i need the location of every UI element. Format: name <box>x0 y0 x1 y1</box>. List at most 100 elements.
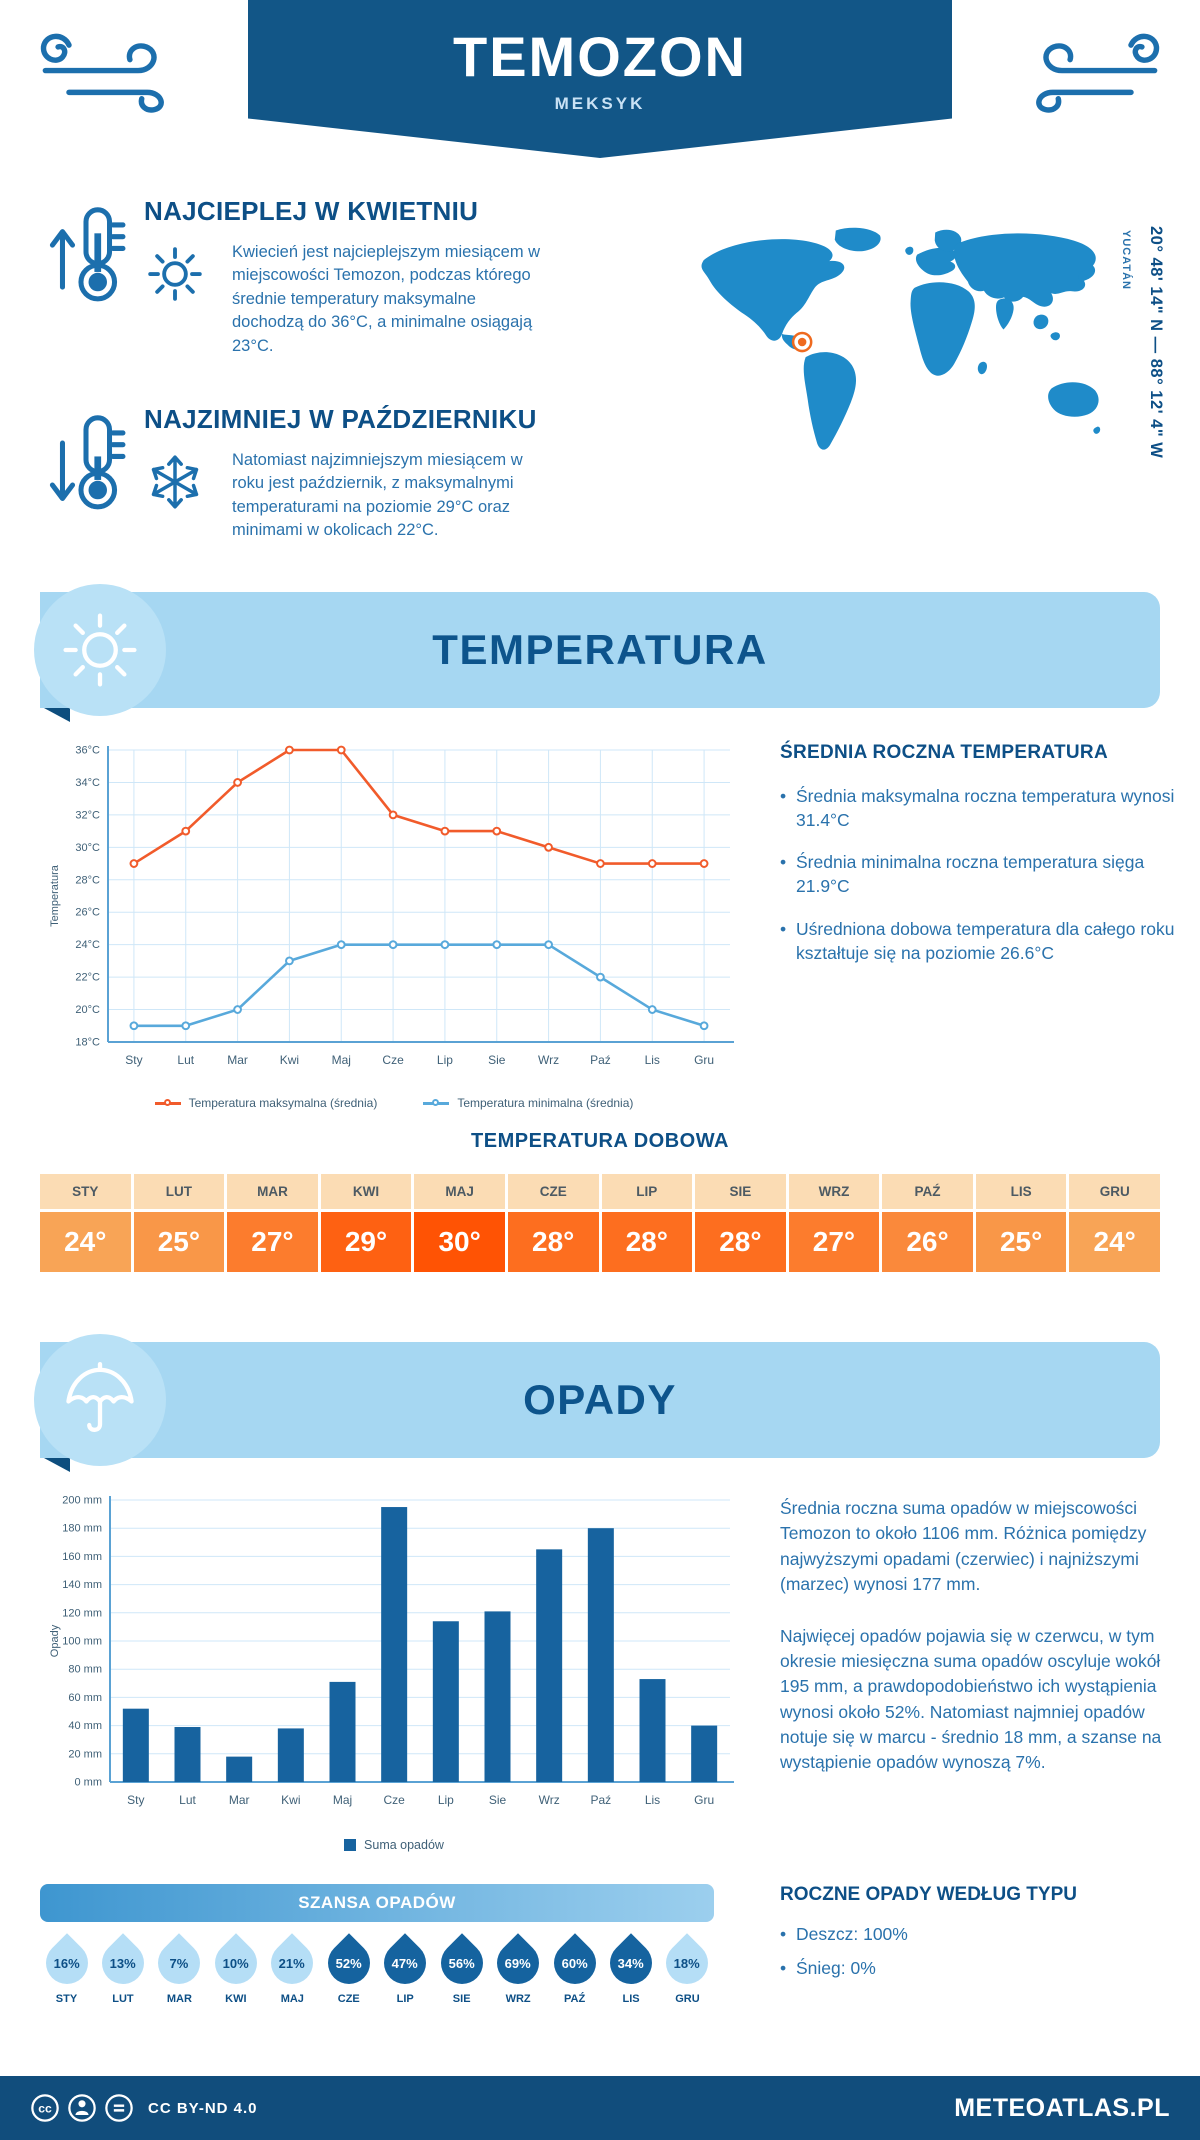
chance-drop-column: 18% GRU <box>657 1932 718 2005</box>
svg-text:Kwi: Kwi <box>280 1053 299 1067</box>
svg-text:Kwi: Kwi <box>281 1793 300 1807</box>
temperature-bullet: Uśredniona dobowa temperatura dla całego… <box>780 917 1176 965</box>
legend-swatch <box>344 1839 357 1851</box>
precipitation-section-title: OPADY <box>523 1376 677 1423</box>
raindrop-icon: 34% <box>601 1933 661 1993</box>
chance-month-label: MAJ <box>280 1993 304 2005</box>
precipitation-type-bullet: Śnieg: 0% <box>780 1956 1180 1980</box>
daily-month-header: MAR <box>227 1174 318 1209</box>
daily-temperature-cell: 28° <box>695 1212 786 1272</box>
chance-percentage: 60% <box>561 1955 588 1971</box>
svg-text:Mar: Mar <box>227 1053 248 1067</box>
daily-temperature-cell: 30° <box>414 1212 505 1272</box>
chance-percentage: 52% <box>335 1955 362 1971</box>
raindrop-icon: 16% <box>36 1933 97 1993</box>
svg-text:Cze: Cze <box>383 1793 405 1807</box>
svg-text:Sty: Sty <box>127 1793 144 1807</box>
svg-text:Lip: Lip <box>437 1053 453 1067</box>
annual-temperature-summary: ŚREDNIA ROCZNA TEMPERATURA Średnia maksy… <box>780 742 1176 983</box>
umbrella-icon <box>66 1362 134 1432</box>
map-coordinates: 20° 48' 14" N — 88° 12' 4" W <box>1147 226 1165 459</box>
legend-item: Temperatura maksymalna (średnia) <box>154 1096 377 1110</box>
svg-text:40 mm: 40 mm <box>68 1720 102 1732</box>
svg-text:Paź: Paź <box>590 1793 611 1807</box>
site-link[interactable]: METEOATLAS.PL <box>954 2093 1170 2122</box>
svg-text:20°C: 20°C <box>75 1004 100 1016</box>
daily-month-header: LIS <box>975 1174 1067 1209</box>
raindrop-icon: 21% <box>262 1933 323 1993</box>
chance-drop-column: 56% SIE <box>431 1932 492 2005</box>
chance-month-label: KWI <box>225 1993 247 2005</box>
world-map <box>701 227 1101 450</box>
legend-label: Suma opadów <box>364 1838 444 1852</box>
annual-temperature-heading: ŚREDNIA ROCZNA TEMPERATURA <box>780 742 1108 763</box>
daily-month-header: LIP <box>601 1174 693 1209</box>
sun-icon <box>63 613 137 687</box>
map-region-label: YUCATÁN <box>1120 230 1132 290</box>
svg-text:Lip: Lip <box>438 1793 454 1807</box>
svg-text:24°C: 24°C <box>75 939 100 951</box>
cc-attribution-icon <box>68 2094 96 2122</box>
daily-temperature-cell: 24° <box>1069 1212 1160 1272</box>
license-label: CC BY-ND 4.0 <box>148 2099 258 2117</box>
precipitation-bar-chart: 0 mm 20 mm 40 mm 60 mm 80 mm 100 mm 120 mm 140 … <box>49 1495 734 1807</box>
raindrop-icon: 10% <box>206 1933 266 1993</box>
title-banner: TEMOZON MEKSYK <box>248 0 952 158</box>
sun-icon <box>148 247 202 301</box>
chance-drop-column: 52% CZE <box>319 1932 379 2005</box>
coldest-text: Natomiast najzimniejszym miesiącem w rok… <box>232 451 523 540</box>
warmest-month-block: NAJCIEPLEJ W KWIETNIU Kwiecień jest najc… <box>44 196 644 358</box>
temperature-section-title: TEMPERATURA <box>432 626 768 673</box>
daily-temperature-cell: 27° <box>788 1212 880 1272</box>
daily-month-header: KWI <box>320 1174 412 1209</box>
svg-text:26°C: 26°C <box>75 907 100 919</box>
svg-text:20 mm: 20 mm <box>68 1748 102 1760</box>
svg-text:Lis: Lis <box>645 1793 660 1807</box>
svg-text:Lut: Lut <box>177 1053 194 1067</box>
daily-temperature-cell: 28° <box>507 1212 599 1272</box>
wind-icon <box>40 33 164 113</box>
chance-drop-column: 34% LIS <box>601 1932 661 2005</box>
coldest-heading: NAJZIMNIEJ W PAŹDZIERNIKU <box>144 404 537 434</box>
svg-text:180 mm: 180 mm <box>62 1523 102 1535</box>
daily-temperature-cell: 25° <box>975 1212 1067 1272</box>
svg-text:22°C: 22°C <box>75 972 100 984</box>
temperature-bullet: Średnia minimalna roczna temperatura się… <box>780 850 1176 898</box>
svg-text:Wrz: Wrz <box>538 1053 559 1067</box>
precipitation-paragraph: Najwięcej opadów pojawia się w czerwcu, … <box>780 1625 1162 1773</box>
precipitation-section-banner: OPADY <box>34 1334 1160 1472</box>
chance-percentage: 21% <box>279 1955 306 1971</box>
svg-text:Wrz: Wrz <box>539 1793 560 1807</box>
page-title: TEMOZON <box>453 25 747 88</box>
chance-month-label: STY <box>55 1993 78 2005</box>
chance-percentage: 16% <box>53 1955 80 1971</box>
chance-month-label: SIE <box>452 1993 471 2005</box>
chance-drop-column: 69% WRZ <box>488 1932 548 2005</box>
chance-drop-column: 10% KWI <box>206 1932 266 2005</box>
daily-month-header: PAŹ <box>882 1174 973 1209</box>
thermometer-down-icon <box>49 415 126 510</box>
thermometer-up-icon <box>49 207 126 302</box>
chance-month-label: WRZ <box>505 1993 531 2005</box>
precipitation-chance-drops: 16% STY 13% LUT 7% MAR 10% KWI 21% MAJ 52% CZE 47% LI… <box>36 1932 718 2005</box>
chance-drop-column: 16% STY <box>36 1932 97 2005</box>
svg-text:30°C: 30°C <box>75 842 100 854</box>
location-marker <box>791 331 813 353</box>
daily-month-header: GRU <box>1069 1174 1160 1209</box>
svg-text:60 mm: 60 mm <box>68 1692 102 1704</box>
raindrop-icon: 52% <box>319 1933 379 1993</box>
snowflake-icon <box>151 455 199 509</box>
svg-text:0 mm: 0 mm <box>75 1777 103 1789</box>
chance-month-label: CZE <box>337 1993 360 2005</box>
daily-temperature-cell: 29° <box>320 1212 412 1272</box>
raindrop-icon: 69% <box>488 1933 548 1993</box>
svg-text:Cze: Cze <box>382 1053 404 1067</box>
wind-icon <box>1036 33 1160 113</box>
svg-text:Mar: Mar <box>229 1793 250 1807</box>
chance-month-label: LIP <box>396 1993 414 2005</box>
svg-text:Gru: Gru <box>694 1793 714 1807</box>
daily-month-header: WRZ <box>788 1174 880 1209</box>
chance-percentage: 13% <box>109 1955 136 1971</box>
svg-text:cc: cc <box>38 2102 52 2116</box>
